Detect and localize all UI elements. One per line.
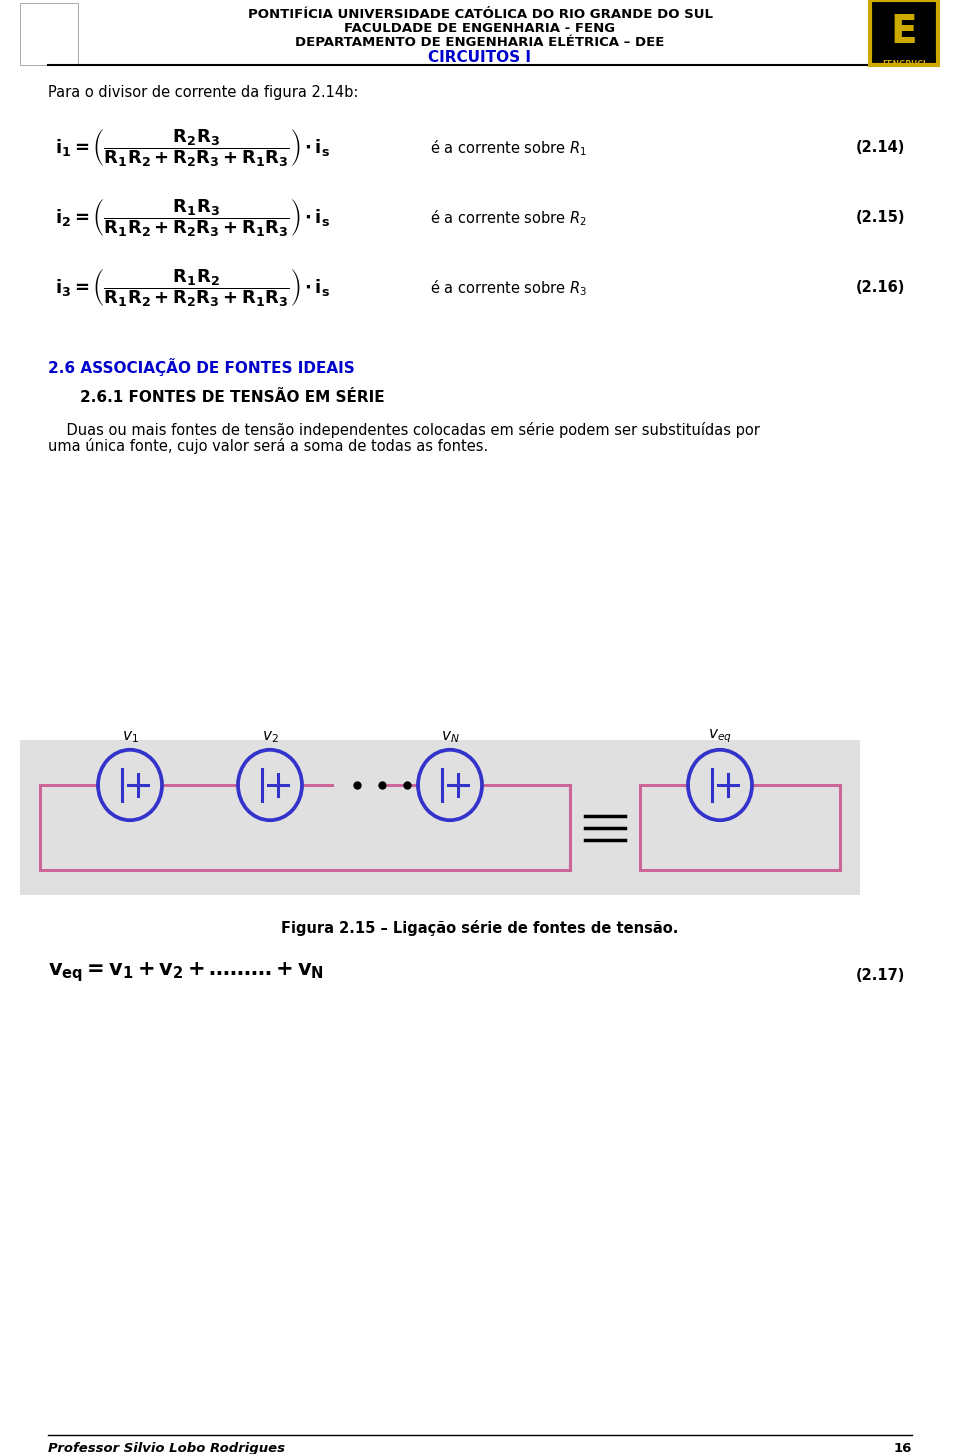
Text: PONTIFÍCIA UNIVERSIDADE CATÓLICA DO RIO GRANDE DO SUL: PONTIFÍCIA UNIVERSIDADE CATÓLICA DO RIO … xyxy=(248,9,712,20)
Text: é a corrente sobre $R_3$: é a corrente sobre $R_3$ xyxy=(430,278,588,298)
Text: 2.6.1 FONTES DE TENSÃO EM SÉRIE: 2.6.1 FONTES DE TENSÃO EM SÉRIE xyxy=(80,390,385,406)
Text: 16: 16 xyxy=(894,1442,912,1454)
Text: (2.14): (2.14) xyxy=(855,141,905,156)
Bar xyxy=(20,3,78,65)
Text: $v_N$: $v_N$ xyxy=(441,728,459,744)
Text: $\mathbf{i_3 = \left(\dfrac{R_1R_2}{R_1R_2+R_2R_3+R_1R_3}\right)\cdot i_s}$: $\mathbf{i_3 = \left(\dfrac{R_1R_2}{R_1R… xyxy=(55,268,330,308)
Text: $v_2$: $v_2$ xyxy=(262,728,278,744)
Text: Para o divisor de corrente da figura 2.14b:: Para o divisor de corrente da figura 2.1… xyxy=(48,84,358,100)
Text: $v_1$: $v_1$ xyxy=(122,728,138,744)
Text: FACULDADE DE ENGENHARIA - FENG: FACULDADE DE ENGENHARIA - FENG xyxy=(345,22,615,35)
Text: (2.17): (2.17) xyxy=(855,968,905,983)
Text: é a corrente sobre $R_2$: é a corrente sobre $R_2$ xyxy=(430,208,587,228)
Text: 2.6 ASSOCIAÇÃO DE FONTES IDEAIS: 2.6 ASSOCIAÇÃO DE FONTES IDEAIS xyxy=(48,358,355,377)
Text: Figura 2.15 – Ligação série de fontes de tensão.: Figura 2.15 – Ligação série de fontes de… xyxy=(281,920,679,936)
Text: FENGPUCI: FENGPUCI xyxy=(882,60,925,68)
Text: (2.15): (2.15) xyxy=(855,211,905,225)
Text: DEPARTAMENTO DE ENGENHARIA ELÉTRICA – DEE: DEPARTAMENTO DE ENGENHARIA ELÉTRICA – DE… xyxy=(296,36,664,49)
Text: E: E xyxy=(891,13,918,51)
Text: $v_{eq}$: $v_{eq}$ xyxy=(708,727,732,744)
Text: $\mathbf{v_{eq} = v_1 + v_2 + \ldots\ldots\ldots + v_N}$: $\mathbf{v_{eq} = v_1 + v_2 + \ldots\ldo… xyxy=(48,960,324,984)
Text: (2.16): (2.16) xyxy=(855,281,905,295)
Text: uma única fonte, cujo valor será a soma de todas as fontes.: uma única fonte, cujo valor será a soma … xyxy=(48,438,489,454)
Text: Professor Silvio Lobo Rodrigues: Professor Silvio Lobo Rodrigues xyxy=(48,1442,285,1454)
Text: Duas ou mais fontes de tensão independentes colocadas em série podem ser substit: Duas ou mais fontes de tensão independen… xyxy=(48,422,760,438)
Text: é a corrente sobre $R_1$: é a corrente sobre $R_1$ xyxy=(430,138,588,158)
Bar xyxy=(20,740,860,896)
Bar xyxy=(870,0,938,65)
Text: $\mathbf{i_1 = \left(\dfrac{R_2R_3}{R_1R_2+R_2R_3+R_1R_3}\right)\cdot i_s}$: $\mathbf{i_1 = \left(\dfrac{R_2R_3}{R_1R… xyxy=(55,126,330,169)
Text: $\mathbf{i_2 = \left(\dfrac{R_1R_3}{R_1R_2+R_2R_3+R_1R_3}\right)\cdot i_s}$: $\mathbf{i_2 = \left(\dfrac{R_1R_3}{R_1R… xyxy=(55,198,330,238)
Text: CIRCUITOS I: CIRCUITOS I xyxy=(428,49,532,65)
